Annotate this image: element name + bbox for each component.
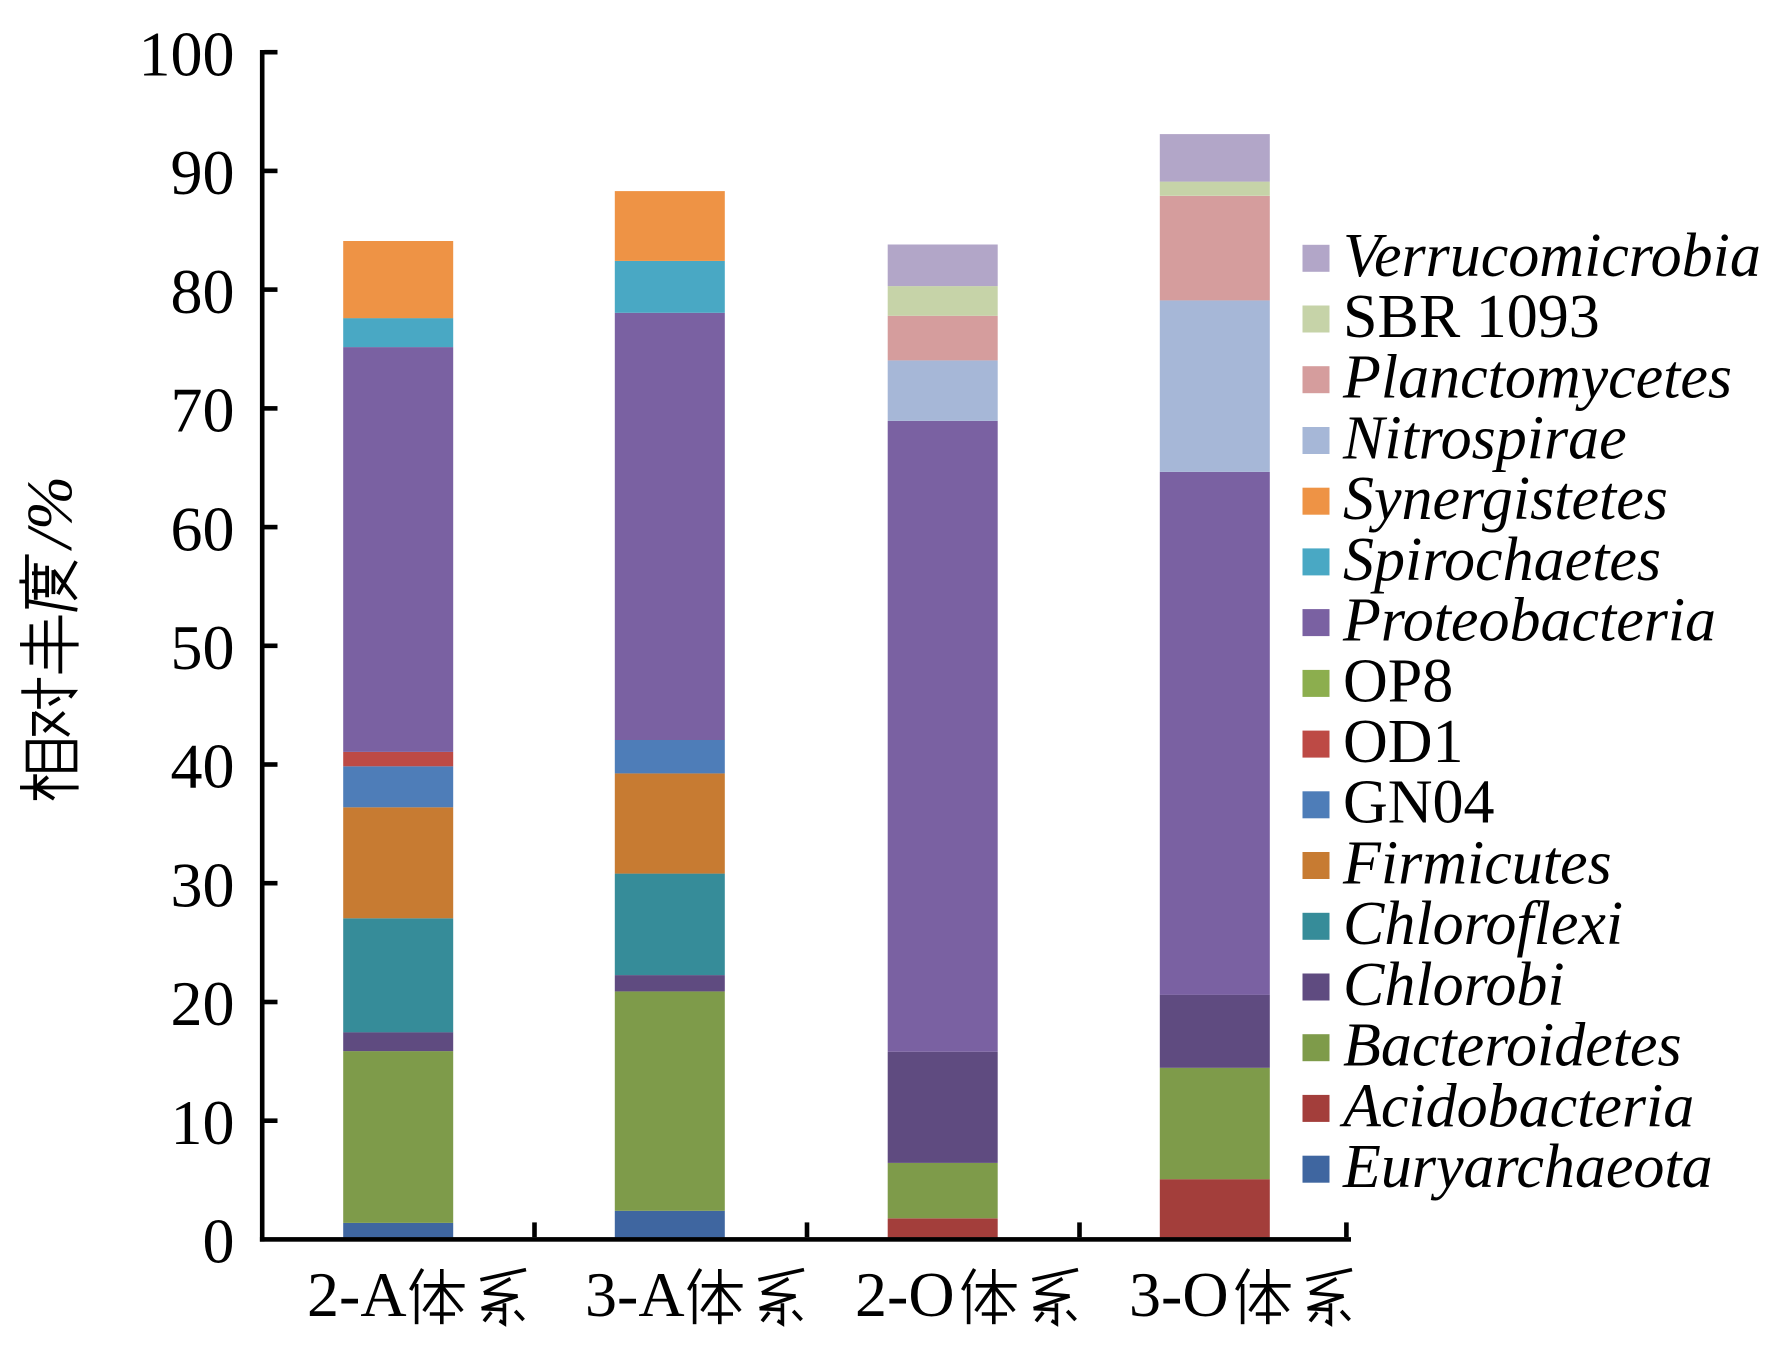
svg-text:/%: /% <box>14 476 86 551</box>
svg-text:Acidobacteria: Acidobacteria <box>1339 1072 1694 1140</box>
svg-text:40: 40 <box>171 731 235 802</box>
svg-text:80: 80 <box>171 256 235 327</box>
svg-text:Nitrospirae: Nitrospirae <box>1342 404 1627 472</box>
svg-text:2-O: 2-O <box>855 1259 955 1330</box>
svg-text:OP8: OP8 <box>1343 647 1453 715</box>
svg-text:3-A: 3-A <box>585 1259 685 1330</box>
svg-text:50: 50 <box>171 612 235 683</box>
svg-text:70: 70 <box>171 375 235 446</box>
svg-text:100: 100 <box>139 18 235 89</box>
svg-text:Chlorobi: Chlorobi <box>1343 951 1565 1019</box>
svg-text:Synergistetes: Synergistetes <box>1343 465 1668 533</box>
svg-text:90: 90 <box>171 137 235 208</box>
svg-text:3-O: 3-O <box>1129 1259 1229 1330</box>
svg-text:SBR 1093: SBR 1093 <box>1343 283 1600 351</box>
svg-text:20: 20 <box>171 968 235 1039</box>
svg-text:Verrucomicrobia: Verrucomicrobia <box>1343 222 1761 290</box>
svg-text:30: 30 <box>171 849 235 920</box>
svg-text:Euryarchaeota: Euryarchaeota <box>1342 1133 1713 1201</box>
svg-text:2-A: 2-A <box>307 1259 407 1330</box>
svg-text:Planctomycetes: Planctomycetes <box>1342 344 1732 412</box>
svg-text:10: 10 <box>171 1087 235 1158</box>
svg-text:GN04: GN04 <box>1343 769 1495 837</box>
svg-text:Proteobacteria: Proteobacteria <box>1342 587 1716 655</box>
svg-text:0: 0 <box>203 1206 235 1277</box>
svg-text:Firmicutes: Firmicutes <box>1342 829 1612 897</box>
svg-text:Bacteroidetes: Bacteroidetes <box>1343 1012 1682 1080</box>
svg-text:60: 60 <box>171 493 235 564</box>
svg-text:OD1: OD1 <box>1343 708 1464 776</box>
svg-text:Spirochaetes: Spirochaetes <box>1343 526 1661 594</box>
svg-text:Chloroflexi: Chloroflexi <box>1343 890 1623 958</box>
